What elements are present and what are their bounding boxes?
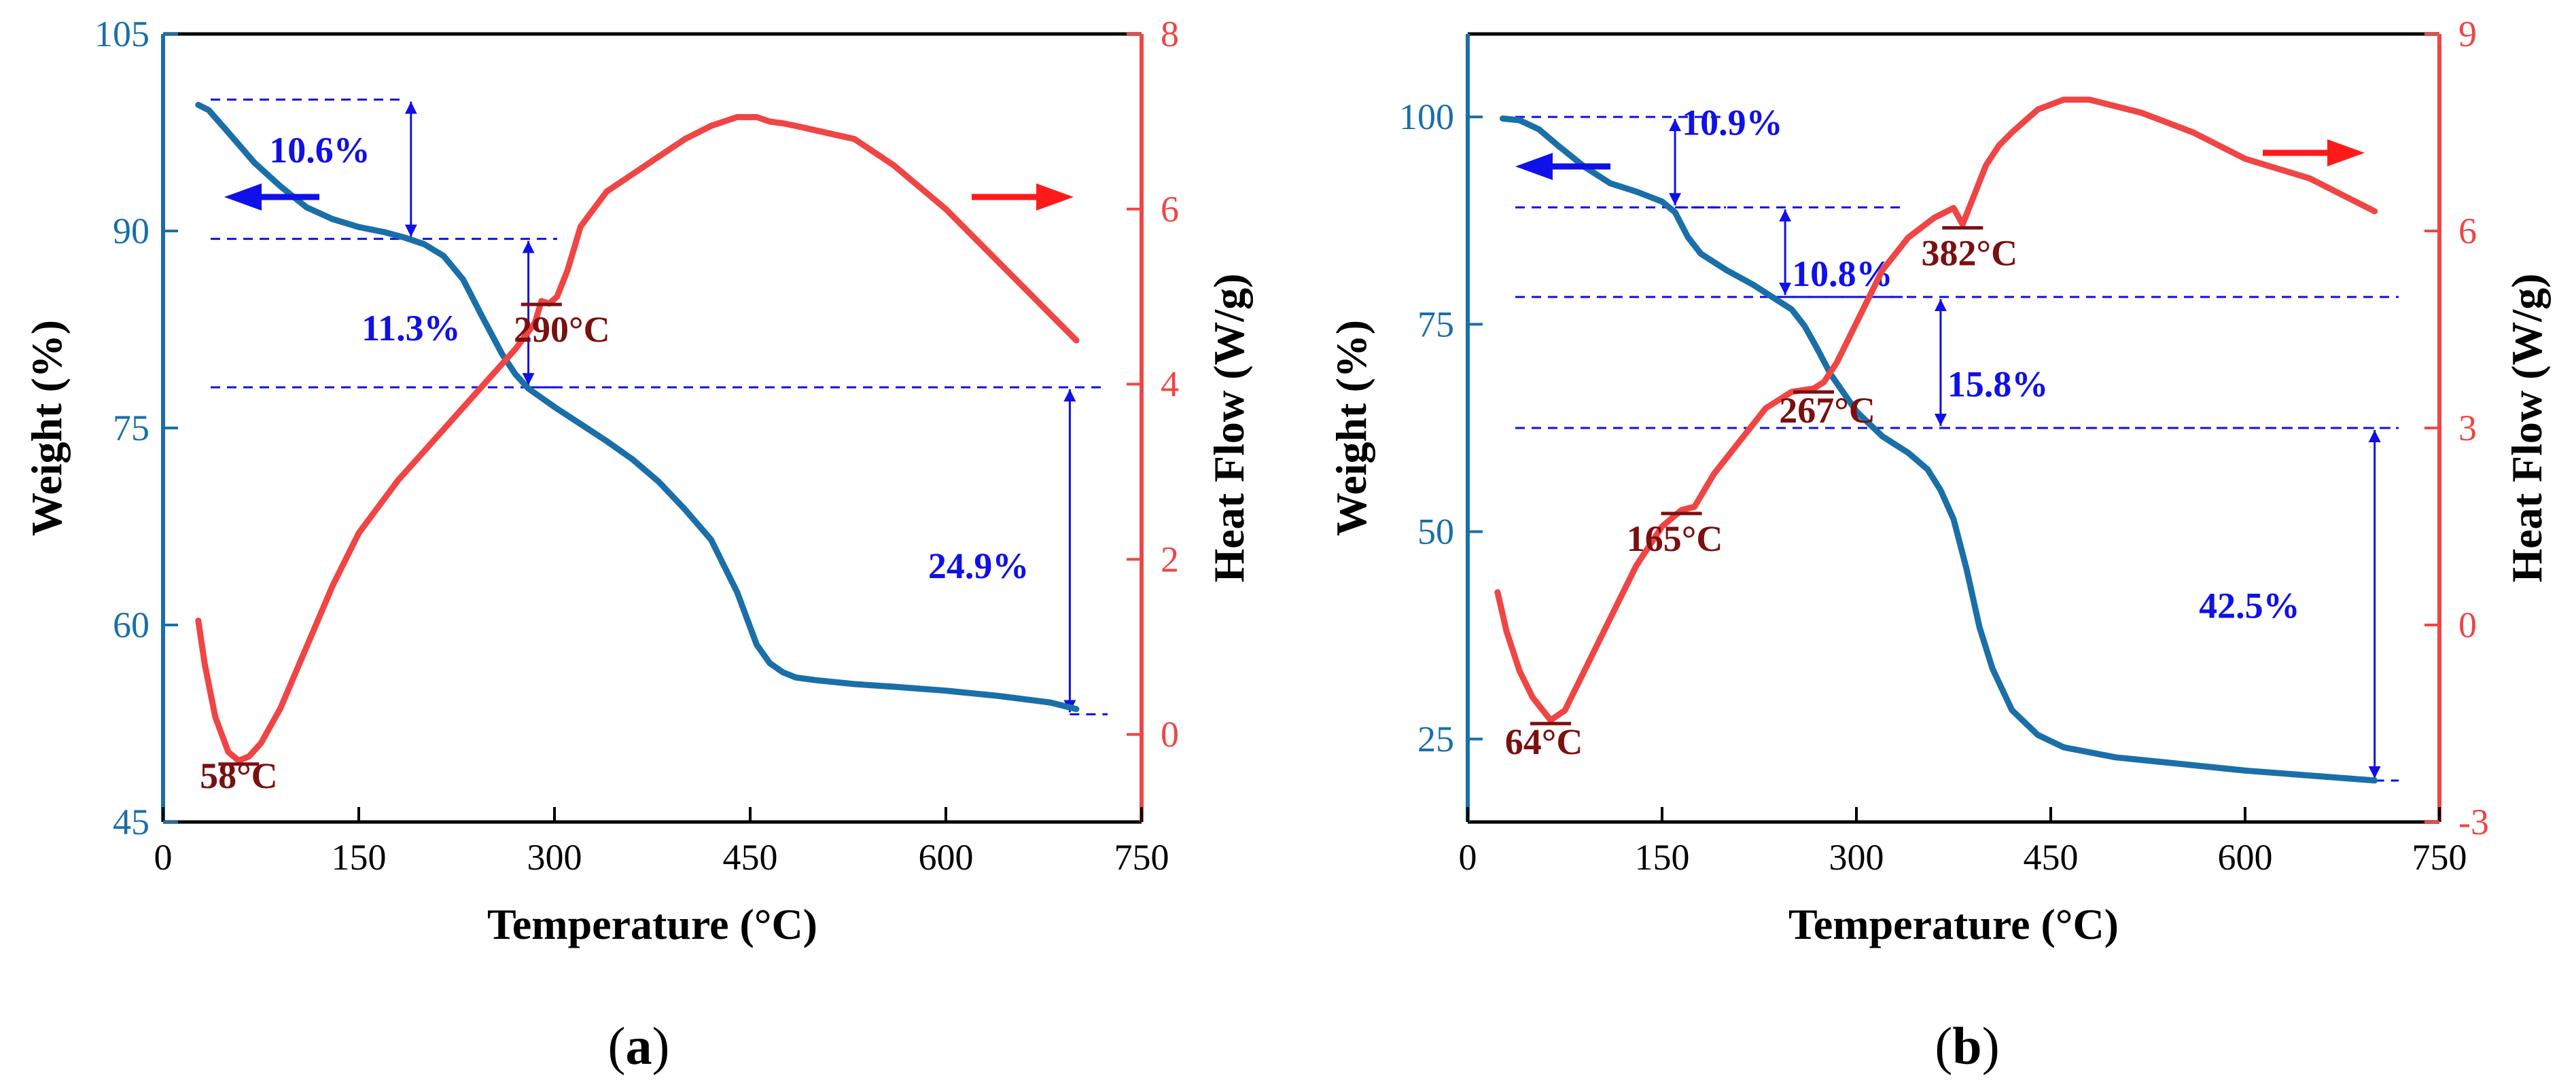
x-axis-title: Temperature (°C)	[487, 900, 817, 948]
x-tick-label: 0	[1459, 837, 1477, 878]
y-left-tick-label: 25	[1417, 719, 1454, 759]
heat-flow-series-line	[195, 113, 1080, 764]
mass-loss-label: 24.9%	[928, 546, 1029, 586]
y-right-tick-label: 8	[1161, 14, 1179, 54]
mass-loss-label: 10.6%	[269, 130, 370, 171]
y-left-tick-label: 45	[113, 802, 149, 842]
mass-loss-label: 10.9%	[1682, 103, 1783, 143]
y-right-tick-label: 6	[2458, 211, 2477, 251]
chart-panel-b: 0 150 300 450 600 750 25 50 75 100 -3 0 3 6 9 Temperatu…	[1327, 14, 2551, 948]
y-right-tick-label: 0	[2458, 605, 2477, 645]
x-tick-label: 600	[919, 837, 974, 878]
x-tick-label: 300	[527, 837, 582, 878]
y-left-tick-label: 50	[1417, 512, 1454, 552]
y-left-tick-label: 75	[1417, 304, 1454, 344]
x-axis-title: Temperature (°C)	[1788, 900, 2119, 948]
arrow-head	[1515, 153, 1553, 180]
x-tick-label: 150	[1635, 837, 1690, 878]
panel-caption-b: (b)	[1935, 1016, 2000, 1075]
x-tick-label: 0	[154, 837, 173, 878]
y-right-tick-label: 6	[1161, 189, 1179, 230]
weight-series-line	[1500, 115, 2378, 784]
mass-loss-label: 11.3%	[361, 308, 461, 348]
y-left-tick-label: 90	[113, 211, 149, 251]
arrow-head	[1036, 183, 1074, 211]
mass-loss-label: 15.8%	[1947, 364, 2049, 405]
y-axis-right-title: Heat Flow (W/g)	[2503, 274, 2551, 583]
weight-series-line	[195, 101, 1080, 713]
heat-flow-axis-arrow	[2263, 139, 2365, 166]
x-tick-label: 150	[332, 837, 387, 878]
x-tick-label: 450	[2024, 837, 2079, 878]
y-right-tick-label: -3	[2458, 802, 2489, 842]
panel-caption-a: (a)	[607, 1016, 670, 1075]
y-left-tick-label: 60	[113, 605, 149, 645]
y-axis-left-title: Weight (%)	[1327, 320, 1375, 536]
x-tick-label: 750	[1114, 837, 1169, 878]
y-left-tick-label: 100	[1399, 96, 1454, 137]
x-tick-label: 750	[2412, 837, 2467, 878]
y-axis-right-title: Heat Flow (W/g)	[1205, 274, 1253, 583]
heat-flow-axis-arrow	[972, 183, 1074, 211]
weight-axis-arrow	[1515, 153, 1610, 180]
y-right-tick-label: 9	[2458, 14, 2477, 54]
y-right-tick-label: 4	[1161, 364, 1179, 405]
peak-label: 382°C	[1922, 232, 2018, 273]
peak-label: 165°C	[1627, 518, 1723, 559]
y-left-tick-label: 75	[113, 408, 149, 448]
x-tick-label: 600	[2218, 837, 2273, 878]
weight-axis-arrow	[224, 183, 319, 211]
arrow-head	[224, 183, 262, 211]
x-tick-label: 450	[723, 837, 778, 878]
arrow-head	[2327, 139, 2365, 166]
y-right-tick-label: 2	[1161, 539, 1179, 579]
peak-label: 58°C	[200, 755, 278, 796]
y-right-tick-label: 0	[1161, 714, 1179, 755]
chart-panel-a: 0 150 300 450 600 750 45 60 75 90 105 0 2 4 6 8 Temperat…	[22, 14, 1253, 948]
y-right-tick-label: 3	[2458, 408, 2477, 448]
peak-label: 267°C	[1779, 390, 1875, 431]
y-axis-left-title: Weight (%)	[22, 320, 71, 536]
mass-loss-label: 42.5%	[2199, 585, 2300, 626]
peak-label: 64°C	[1505, 721, 1583, 762]
heat-flow-series-line	[1494, 96, 2378, 723]
x-tick-label: 300	[1829, 837, 1884, 878]
peak-label: 290°C	[514, 309, 610, 350]
y-left-tick-label: 105	[94, 14, 149, 54]
